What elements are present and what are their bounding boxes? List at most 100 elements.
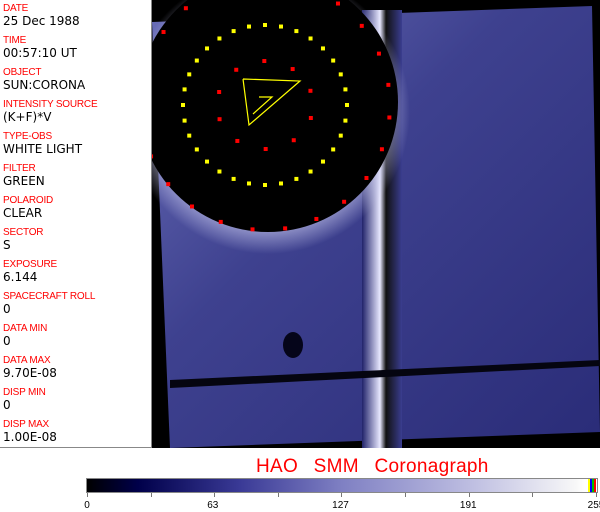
- colorbar-end-swatch: [590, 479, 592, 492]
- field-data-max: DATA MAX 9.70E-08: [3, 355, 57, 380]
- field-time: TIME 00:57:10 UT: [3, 35, 77, 60]
- marker-dot: [308, 116, 313, 121]
- field-label: TIME: [3, 35, 27, 46]
- field-filter: FILTER GREEN: [3, 163, 45, 188]
- field-value: (K+F)*V: [3, 110, 52, 124]
- marker-dot: [335, 1, 340, 6]
- field-label: SECTOR: [3, 227, 44, 238]
- marker-dot: [217, 169, 222, 174]
- field-label: OBJECT: [3, 67, 42, 78]
- marker-dot: [294, 29, 299, 34]
- field-label: POLAROID: [3, 195, 54, 206]
- field-disp-min: DISP MIN 0: [3, 387, 46, 412]
- marker-dot: [283, 226, 288, 231]
- marker-dot: [187, 133, 192, 138]
- marker-overlay: [152, 1, 392, 232]
- colorbar-tick-label: 127: [332, 500, 349, 511]
- marker-dot: [234, 67, 239, 72]
- marker-dot: [291, 138, 296, 143]
- colorbar-tick-mark: [277, 493, 279, 497]
- field-label: DATA MAX: [3, 355, 51, 366]
- field-value: CLEAR: [3, 206, 43, 220]
- field-label: DISP MIN: [3, 387, 46, 398]
- colorbar-tick-mark: [214, 493, 216, 497]
- colorbar-end-swatch: [594, 479, 596, 492]
- marker-dot: [386, 82, 391, 87]
- marker-dot: [364, 175, 369, 180]
- marker-dot: [181, 103, 185, 107]
- coronagraph-image[interactable]: [152, 0, 600, 448]
- colorbar: [86, 478, 598, 493]
- marker-dot: [338, 72, 343, 77]
- colorbar-tick-label: 63: [207, 500, 219, 511]
- marker-dot: [331, 58, 336, 63]
- marker-dot: [263, 146, 268, 151]
- field-label: DISP MAX: [3, 419, 50, 430]
- marker-dot: [320, 46, 325, 51]
- marker-dot: [205, 46, 210, 51]
- marker-dot: [217, 117, 222, 122]
- colorbar-tick-mark: [595, 493, 597, 497]
- colorbar-end-swatch: [588, 479, 590, 492]
- colorbar-tick-mark: [87, 493, 88, 497]
- marker-dot: [379, 147, 384, 152]
- colorbar-end-swatch: [592, 479, 594, 492]
- marker-dot: [247, 24, 252, 29]
- dark-spot: [283, 332, 303, 358]
- field-value: 1.00E-08: [3, 430, 57, 444]
- marker-dot: [194, 58, 199, 63]
- marker-dot: [343, 118, 348, 123]
- marker-dot: [250, 227, 255, 232]
- field-exposure: EXPOSURE 6.144: [3, 259, 57, 284]
- marker-dot: [342, 199, 347, 204]
- field-label: DATE: [3, 3, 29, 14]
- marker-dot: [205, 159, 210, 164]
- field-label: TYPE-OBS: [3, 131, 52, 142]
- field-value: 00:57:10 UT: [3, 46, 77, 60]
- colorbar-tick-mark: [532, 493, 534, 497]
- field-sector: SECTOR S: [3, 227, 43, 252]
- field-value: S: [3, 238, 11, 252]
- marker-dot: [247, 181, 252, 186]
- marker-dot: [278, 181, 283, 186]
- marker-dot: [343, 87, 348, 92]
- field-value: WHITE LIGHT: [3, 142, 83, 156]
- marker-dot: [262, 59, 267, 64]
- field-type-obs: TYPE-OBS WHITE LIGHT: [3, 131, 82, 156]
- colorbar-tick-label: 255: [587, 500, 600, 511]
- field-value: 25 Dec 1988: [3, 14, 80, 28]
- marker-dot: [263, 183, 267, 187]
- field-value: 6.144: [3, 270, 38, 284]
- marker-dot: [217, 89, 222, 94]
- marker-dot: [294, 176, 299, 181]
- marker-dot: [263, 23, 267, 27]
- header-info-panel: DATE 25 Dec 1988 TIME 00:57:10 UT OBJECT SUN:…: [0, 0, 152, 448]
- field-disp-max: DISP MAX 1.00E-08: [3, 419, 57, 444]
- field-value: 0: [3, 334, 11, 348]
- field-value: 0: [3, 302, 11, 316]
- marker-dot: [278, 24, 283, 29]
- marker-dot: [217, 36, 222, 41]
- field-label: SPACECRAFT ROLL: [3, 291, 96, 302]
- marker-dot: [308, 88, 313, 93]
- field-intensity-source: INTENSITY SOURCE (K+F)*V: [3, 99, 98, 124]
- field-spacecraft-roll: SPACECRAFT ROLL 0: [3, 291, 95, 316]
- marker-dot: [183, 6, 188, 11]
- occulter-disk: [152, 0, 398, 232]
- sector-triangle-inner: [252, 96, 274, 115]
- field-value: 0: [3, 398, 11, 412]
- marker-dot: [331, 147, 336, 152]
- marker-dot: [308, 169, 313, 174]
- marker-dot: [194, 147, 199, 152]
- field-polaroid: POLAROID CLEAR: [3, 195, 53, 220]
- marker-dot: [235, 138, 240, 143]
- marker-dot: [320, 159, 325, 164]
- marker-dot: [387, 115, 392, 120]
- marker-dot: [182, 118, 187, 123]
- field-object: OBJECT SUN:CORONA: [3, 67, 85, 92]
- field-label: DATA MIN: [3, 323, 48, 334]
- colorbar-tick-mark: [150, 493, 152, 497]
- colorbar-tick-mark: [468, 493, 470, 497]
- marker-dot: [152, 154, 154, 159]
- field-label: INTENSITY SOURCE: [3, 99, 98, 110]
